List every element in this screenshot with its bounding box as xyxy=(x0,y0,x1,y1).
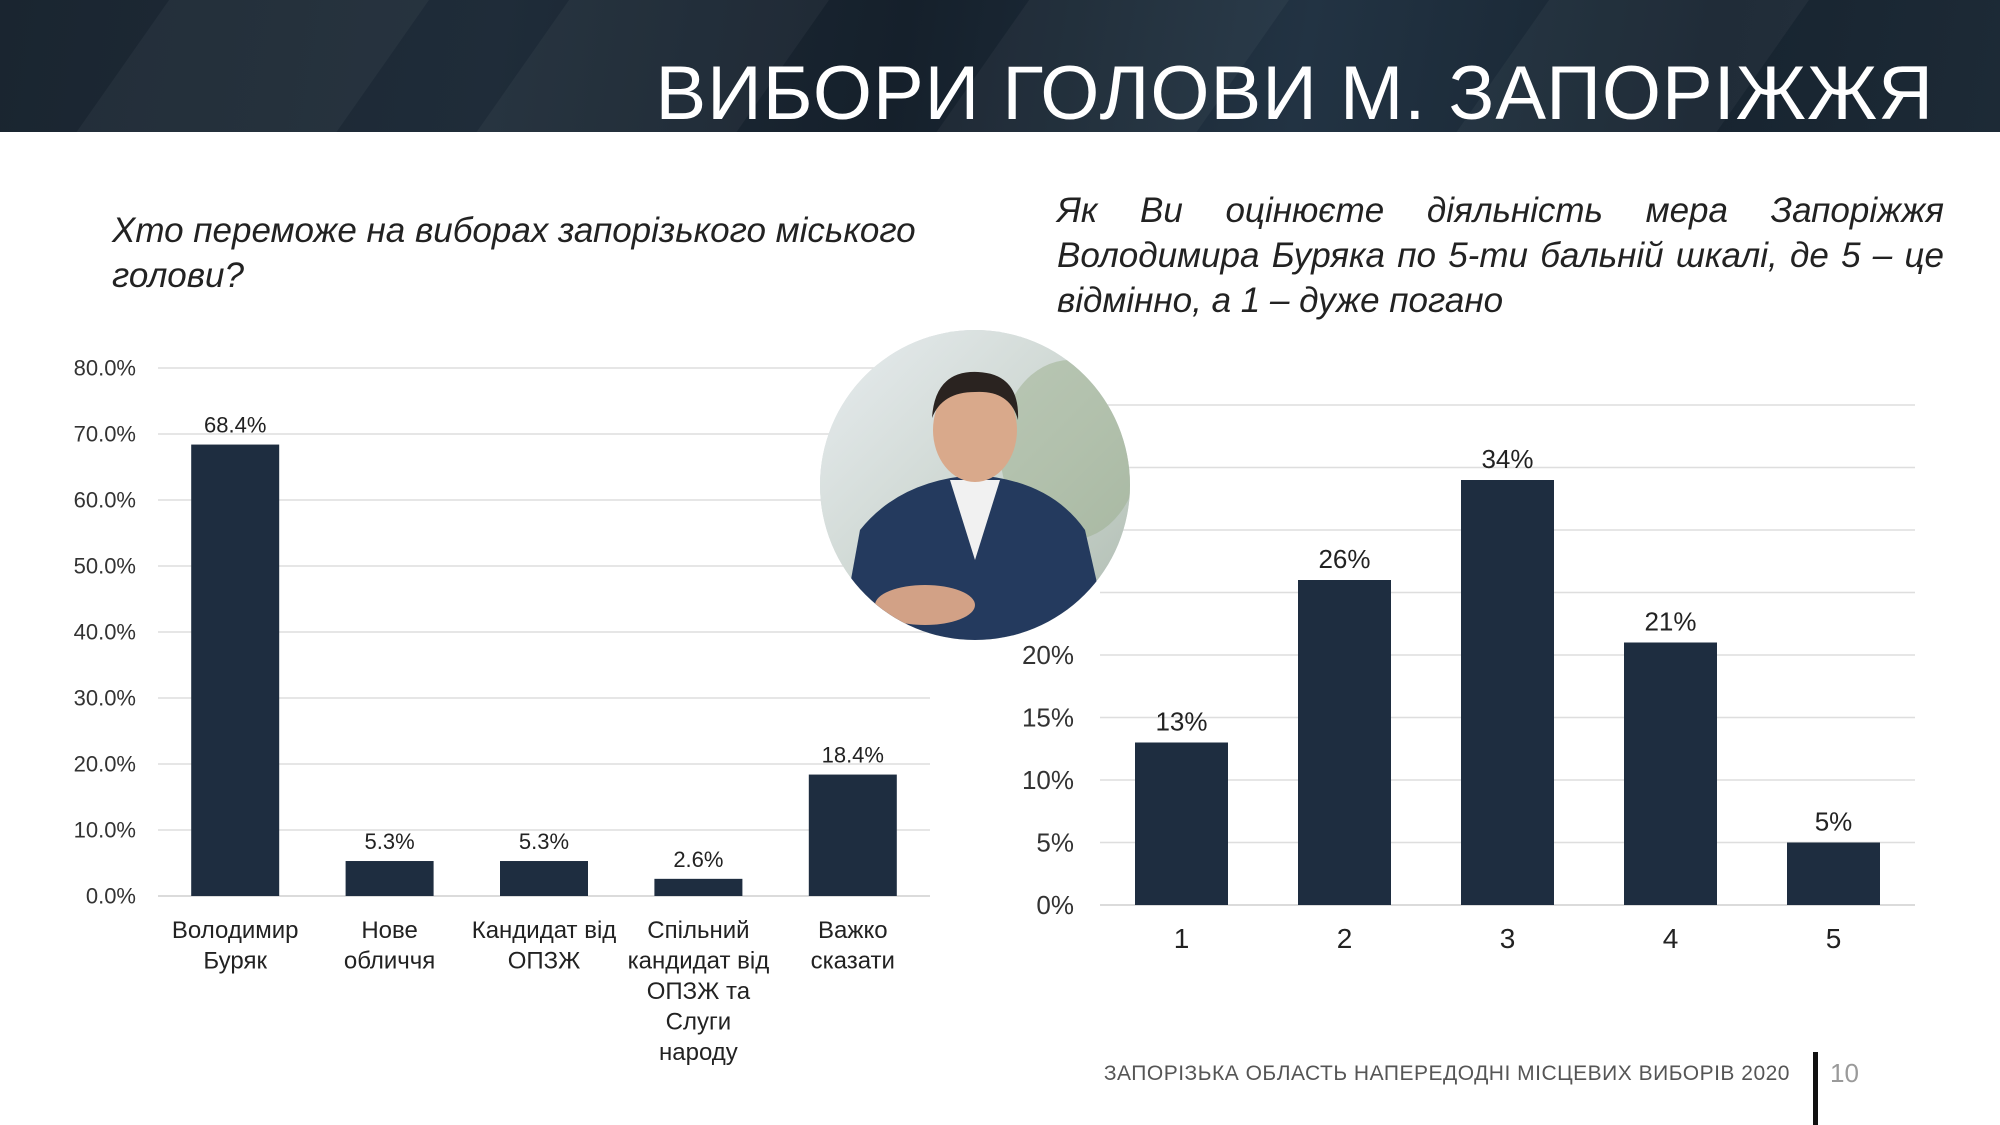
portrait-photo xyxy=(820,330,1130,640)
x-category-label: 2 xyxy=(1337,923,1353,954)
y-tick-label: 80.0% xyxy=(74,356,136,381)
data-label: 26% xyxy=(1318,544,1370,574)
x-category-label: Слуги xyxy=(666,1009,732,1036)
data-label: 2.6% xyxy=(673,847,723,872)
portrait-illustration xyxy=(820,330,1130,640)
bar xyxy=(1624,642,1717,905)
y-tick-label: 50.0% xyxy=(74,554,136,579)
data-label: 21% xyxy=(1644,607,1696,637)
data-label: 5.3% xyxy=(519,829,569,854)
data-label: 5% xyxy=(1815,807,1853,837)
question-right-line-3: відмінно, а 1 – дуже погано xyxy=(1057,281,1504,320)
x-category-label: 5 xyxy=(1826,923,1842,954)
bar xyxy=(808,774,897,896)
data-label: 34% xyxy=(1481,444,1533,474)
y-tick-label: 70.0% xyxy=(74,422,136,447)
question-right: Як Ви оцінюєте діяльність мера Запоріжжя… xyxy=(1057,188,1944,323)
y-tick-label: 60.0% xyxy=(74,488,136,513)
data-label: 5.3% xyxy=(365,829,415,854)
bar xyxy=(654,878,743,896)
chart-mayor-rating: 0% 5% 10% 15% 20% 13% 1 26% 2 34% 3 21% 4 5% 5 xyxy=(1022,404,1915,954)
question-right-line-2: Володимира Буряка по 5-ти бальній шкалі,… xyxy=(1057,236,1944,275)
bar xyxy=(345,861,434,896)
x-category-label: Нове xyxy=(361,917,418,944)
x-category-label: сказати xyxy=(811,948,895,975)
bar xyxy=(1787,842,1880,905)
question-right-line-1: Як Ви оцінюєте діяльність мера Запоріжжя xyxy=(1057,191,1944,230)
y-tick-label: 10.0% xyxy=(74,818,136,843)
y-tick-label: 30.0% xyxy=(74,686,136,711)
y-tick-label: 0% xyxy=(1036,890,1074,920)
bar xyxy=(1135,742,1228,905)
y-tick-label: 5% xyxy=(1036,828,1074,858)
bar xyxy=(1461,480,1554,905)
x-category-label: ОПЗЖ xyxy=(508,948,581,975)
x-category-label: Буряк xyxy=(203,948,267,975)
bar xyxy=(500,861,588,896)
footer-divider xyxy=(1813,1052,1818,1125)
footer-text: ЗАПОРІЗЬКА ОБЛАСТЬ НАПЕРЕДОДНІ МІСЦЕВИХ … xyxy=(1103,1062,1790,1085)
x-category-label: Спільний xyxy=(647,917,749,944)
x-category-label: 1 xyxy=(1174,923,1190,954)
x-category-label: Важко xyxy=(818,917,888,944)
page-title: ВИБОРИ ГОЛОВИ М. ЗАПОРІЖЖЯ xyxy=(655,51,1934,133)
data-label: 68.4% xyxy=(204,413,266,438)
y-tick-label: 0.0% xyxy=(86,884,136,909)
data-label: 13% xyxy=(1155,707,1207,737)
x-category-label: обличчя xyxy=(344,948,435,975)
x-category-label: 3 xyxy=(1500,923,1516,954)
x-category-label: Кандидат від xyxy=(472,917,617,944)
x-category-label: кандидат від xyxy=(628,948,770,975)
y-tick-label: 40.0% xyxy=(74,620,136,645)
y-tick-label: 15% xyxy=(1022,703,1074,733)
y-tick-label: 20.0% xyxy=(74,752,136,777)
bar xyxy=(191,444,280,896)
y-tick-label: 20% xyxy=(1022,640,1074,670)
data-label: 18.4% xyxy=(822,743,884,768)
bar xyxy=(1298,580,1391,905)
y-tick-label: 10% xyxy=(1022,765,1074,795)
x-category-label: 4 xyxy=(1663,923,1679,954)
page-number: 10 xyxy=(1830,1058,1859,1088)
x-category-label: ОПЗЖ та xyxy=(647,978,751,1005)
x-category-label: народу xyxy=(659,1039,738,1066)
x-category-label: Володимир xyxy=(172,917,299,944)
header-banner: ВИБОРИ ГОЛОВИ М. ЗАПОРІЖЖЯ xyxy=(0,0,2000,132)
chart-who-wins: 0.0% 10.0% 20.0% 30.0% 40.0% 50.0% 60.0% 70.0% 8… xyxy=(74,356,930,1066)
question-left: Хто переможе на виборах запорізького міс… xyxy=(112,211,916,295)
